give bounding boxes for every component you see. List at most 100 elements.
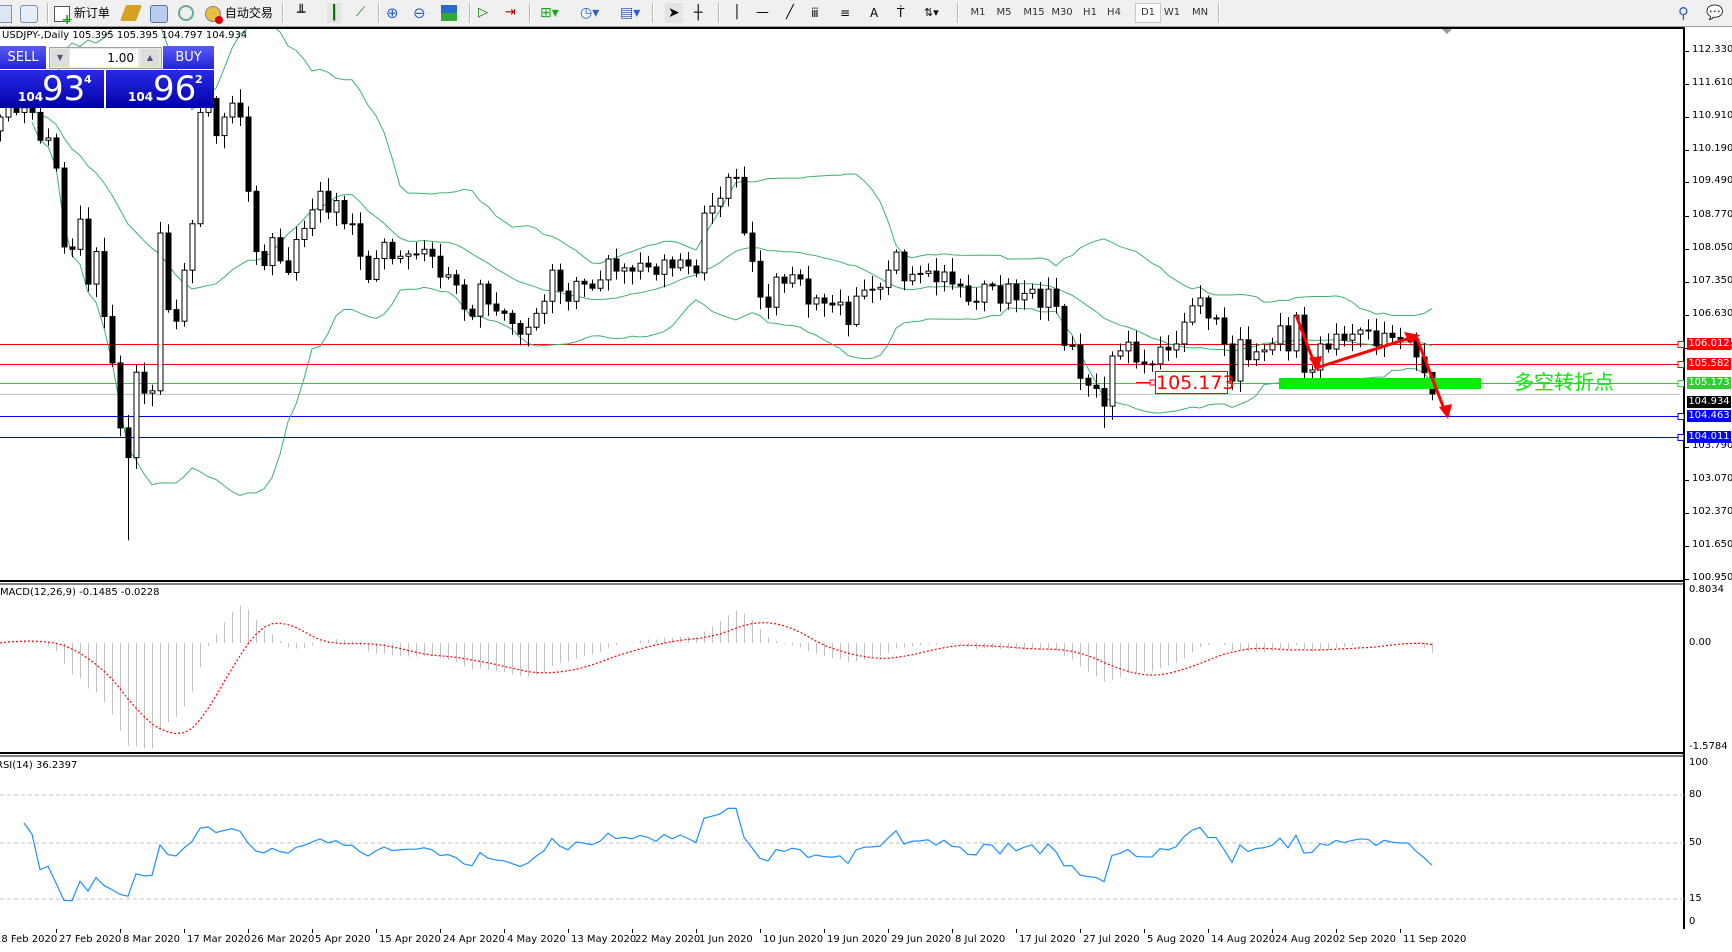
candle [341, 195, 348, 230]
sell-price[interactable]: 104 93 4 [0, 70, 104, 108]
navigator-icon[interactable] [150, 5, 168, 23]
candle-body [1061, 305, 1068, 346]
new-order-button[interactable]: + 新订单 [54, 3, 110, 27]
price-axis-tick [1685, 182, 1689, 183]
fibonacci-icon[interactable]: ⅲ [811, 6, 819, 20]
candle [861, 279, 868, 300]
bar-chart-icon[interactable]: ╨ [297, 5, 306, 21]
lot-size-input[interactable]: 1.00 [70, 49, 138, 67]
cursor-icon[interactable]: ➤ [665, 3, 683, 23]
candle-body [573, 280, 580, 302]
candle [157, 221, 164, 395]
timeframe-m1[interactable]: M1 [970, 7, 986, 18]
templates-icon[interactable]: ▤▾ [620, 5, 641, 21]
arrowhead-icon [1439, 404, 1452, 419]
sell-button[interactable]: SELL [0, 46, 46, 69]
candlestick-chart-icon[interactable]: ┃ [327, 3, 342, 23]
candle [1357, 327, 1364, 348]
candle [1229, 335, 1236, 390]
candle-body [181, 269, 188, 322]
date-axis-tick [824, 929, 825, 933]
candle [781, 274, 788, 293]
candle-body [125, 427, 132, 459]
tile-windows-icon[interactable] [441, 5, 457, 21]
candle-body [1181, 321, 1188, 345]
candle-body [1149, 363, 1156, 366]
buy-price[interactable]: 104 96 2 [106, 70, 214, 108]
candle [693, 259, 700, 278]
zoom-out-icon[interactable]: ⊖ [413, 4, 426, 22]
candle [93, 247, 100, 298]
indicators-icon[interactable]: ⊞▾ [540, 5, 559, 21]
timeframe-w1[interactable]: W1 [1163, 7, 1181, 18]
candle [1349, 324, 1356, 352]
data-window-icon[interactable] [20, 5, 38, 23]
candle [917, 265, 924, 284]
candle [973, 287, 980, 310]
timeframe-h4[interactable]: H4 [1107, 7, 1121, 18]
candle [1141, 349, 1148, 374]
search-icon[interactable]: ⚲ [1678, 4, 1689, 22]
timeframe-m15[interactable]: M15 [1023, 7, 1045, 18]
chat-icon[interactable]: 💬 [1706, 5, 1724, 21]
vertical-line-icon[interactable]: │ [733, 5, 741, 20]
date-axis-label: 29 Jun 2020 [891, 934, 952, 945]
timeframe-d1[interactable]: D1 [1135, 3, 1161, 23]
price-axis-label: 103.070 [1692, 473, 1732, 484]
candle [925, 263, 932, 277]
candle [1277, 312, 1284, 351]
candle-body [557, 269, 564, 292]
chart-shift-icon[interactable]: ⇥ [505, 5, 516, 20]
signals-icon[interactable] [178, 5, 194, 21]
candle [125, 414, 132, 541]
candle-body [653, 266, 660, 275]
candle [1101, 376, 1108, 428]
timeframe-h1[interactable]: H1 [1083, 7, 1097, 18]
date-axis-tick [440, 929, 441, 933]
candle-body [741, 176, 748, 234]
periods-clock-icon[interactable]: ◷▾ [580, 5, 600, 21]
crosshair-icon[interactable]: ┼ [694, 5, 703, 21]
candle-body [301, 227, 308, 241]
candle [1341, 326, 1348, 347]
text-label-icon[interactable]: Ṫ [897, 6, 905, 20]
line-chart-icon[interactable]: ⟋ [356, 5, 366, 20]
trendline-icon[interactable]: ╱ [786, 5, 794, 20]
timeframe-m30[interactable]: M30 [1051, 7, 1073, 18]
profile-icon[interactable] [0, 5, 12, 23]
candle-body [1213, 317, 1220, 320]
price-axis-tick [1685, 150, 1689, 151]
timeframe-mn[interactable]: MN [1191, 7, 1209, 18]
lot-increase-button[interactable]: ▲ [141, 49, 159, 67]
bollinger-middle-band [31, 109, 1433, 352]
auto-scroll-icon[interactable]: ▷ [478, 5, 488, 20]
auto-trading-button[interactable]: 自动交易 [205, 3, 273, 24]
candle [589, 279, 596, 291]
arrows-icon[interactable]: ⇅▾ [924, 6, 939, 19]
text-icon[interactable]: A [870, 6, 879, 20]
candle [293, 226, 300, 281]
candle-body [709, 205, 716, 214]
candle-body [509, 312, 516, 325]
macd-axis-label: -1.5784 [1689, 741, 1728, 752]
candle-body [749, 232, 756, 262]
candle-body [605, 258, 612, 281]
horizontal-line-icon[interactable]: — [756, 5, 769, 20]
fibo-grid-icon[interactable]: ≡ [840, 6, 851, 20]
candle-body [901, 251, 908, 282]
candle [557, 263, 564, 305]
candle-body [1333, 333, 1340, 350]
timeframe-m5[interactable]: M5 [996, 7, 1012, 18]
buy-button[interactable]: BUY [163, 46, 214, 69]
candle-body [581, 280, 588, 285]
zoom-in-icon[interactable]: ⊕ [386, 4, 399, 22]
candle [1093, 373, 1100, 398]
candle-body [397, 255, 404, 260]
candle [605, 254, 612, 291]
level-label-box[interactable]: 105.173 [1155, 371, 1235, 394]
turning-point-text[interactable]: 多空转折点 [1514, 370, 1614, 394]
candle-body [197, 111, 204, 225]
candle-body [997, 285, 1004, 304]
lot-decrease-button[interactable]: ▼ [51, 49, 69, 67]
